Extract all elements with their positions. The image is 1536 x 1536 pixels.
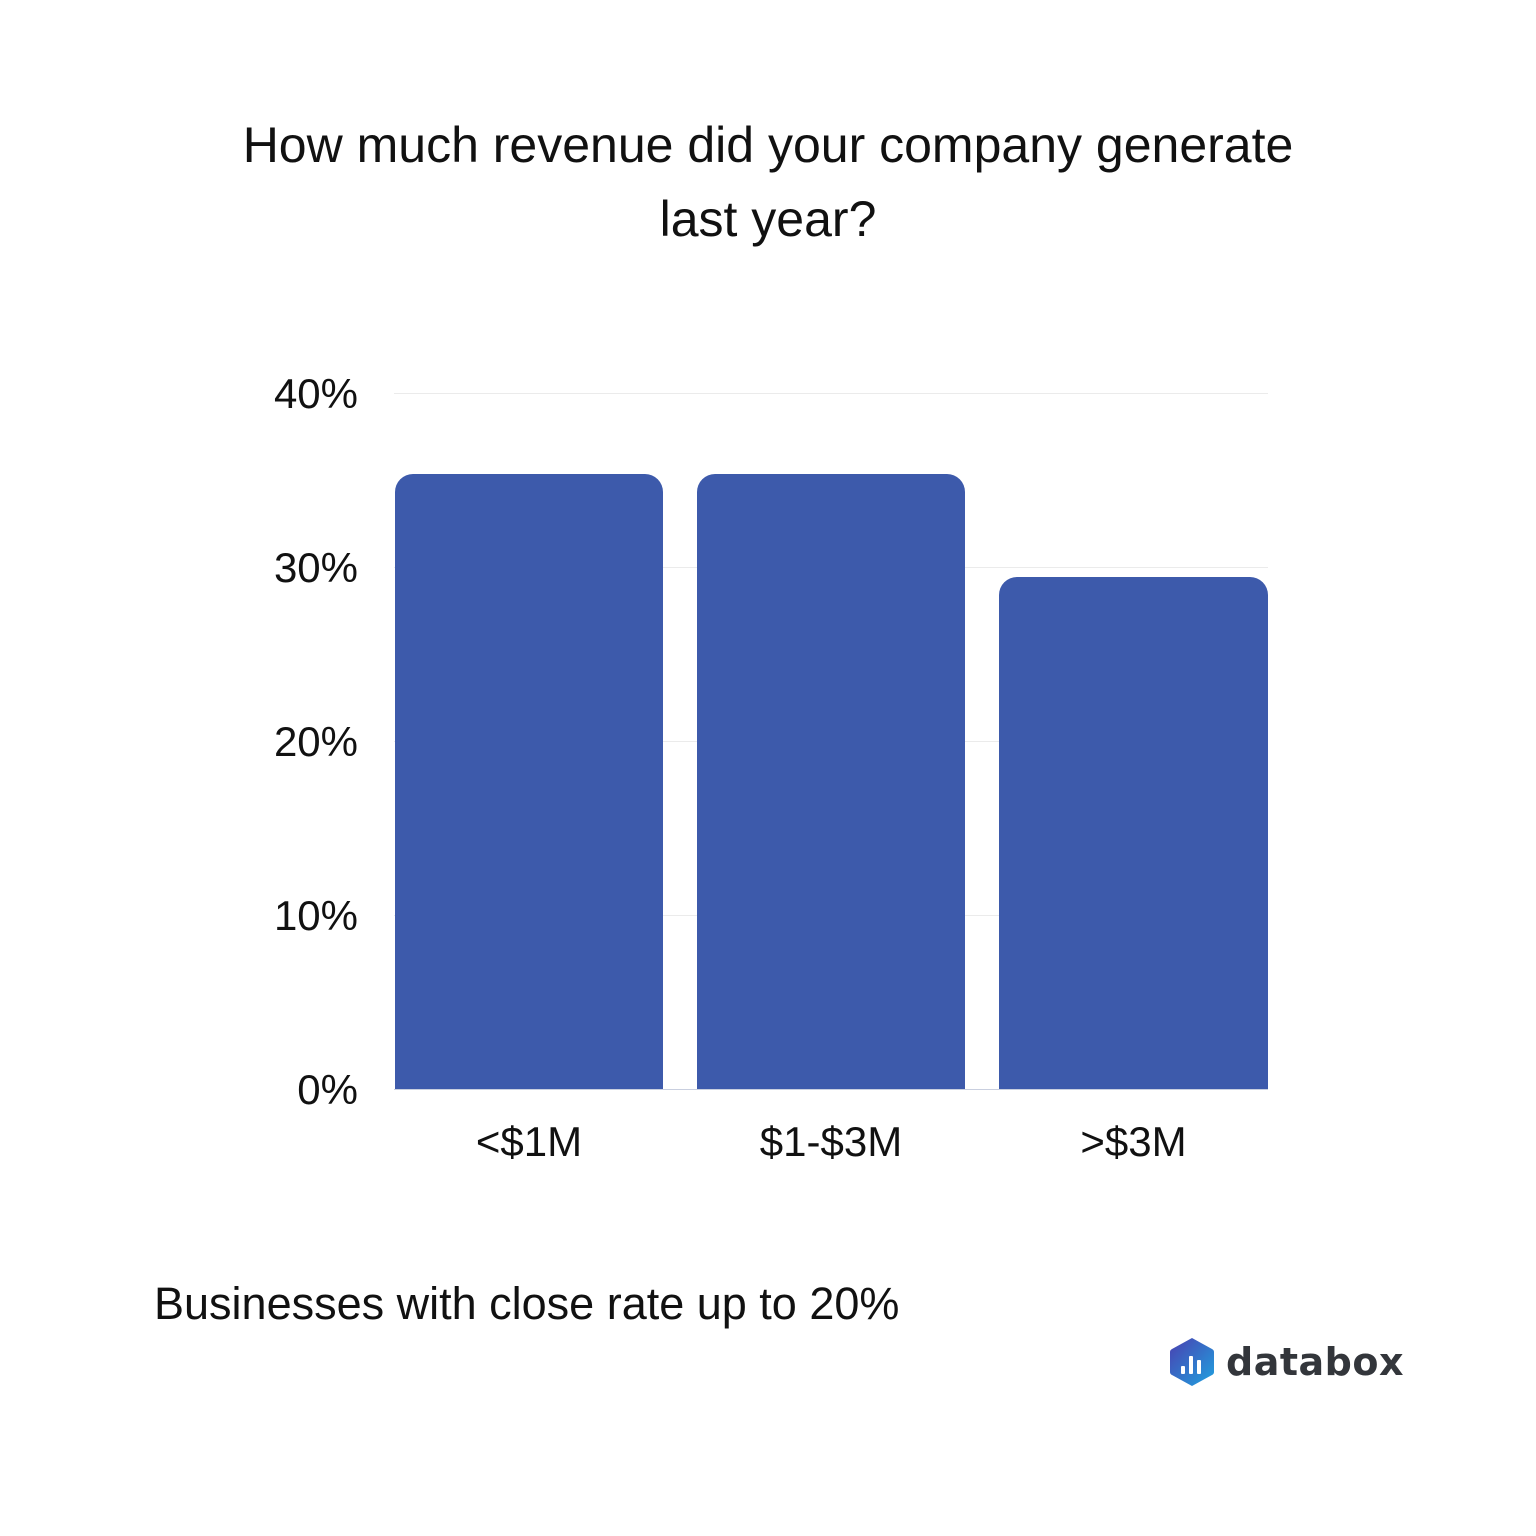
- databox-logo: databox: [1168, 1336, 1404, 1388]
- chart-footnote: Businesses with close rate up to 20%: [154, 1278, 900, 1329]
- x-axis-line: [394, 1089, 1268, 1090]
- bar-over-3m[interactable]: [999, 577, 1268, 1089]
- x-tick-label: $1-$3M: [759, 1118, 903, 1165]
- x-tick-label: <$1M: [475, 1118, 583, 1165]
- x-tick-label: >$3M: [1080, 1118, 1187, 1165]
- databox-hexagon-bars-icon: [1170, 1338, 1214, 1386]
- bar-under-1m[interactable]: [395, 474, 663, 1089]
- y-tick-label: 30%: [273, 544, 358, 591]
- chart-title: How much revenue did your company genera…: [0, 108, 1536, 256]
- chart-title-line-2: last year?: [659, 191, 877, 247]
- y-tick-label: 40%: [273, 370, 358, 417]
- y-tick-label: 0%: [297, 1066, 358, 1113]
- bar-1m-to-3m[interactable]: [697, 474, 965, 1089]
- gridline-40: [394, 393, 1268, 394]
- chart-title-line-1: How much revenue did your company genera…: [242, 117, 1294, 173]
- logo-text: databox: [1226, 1340, 1404, 1384]
- y-tick-label: 10%: [273, 892, 358, 939]
- y-tick-label: 20%: [273, 718, 358, 765]
